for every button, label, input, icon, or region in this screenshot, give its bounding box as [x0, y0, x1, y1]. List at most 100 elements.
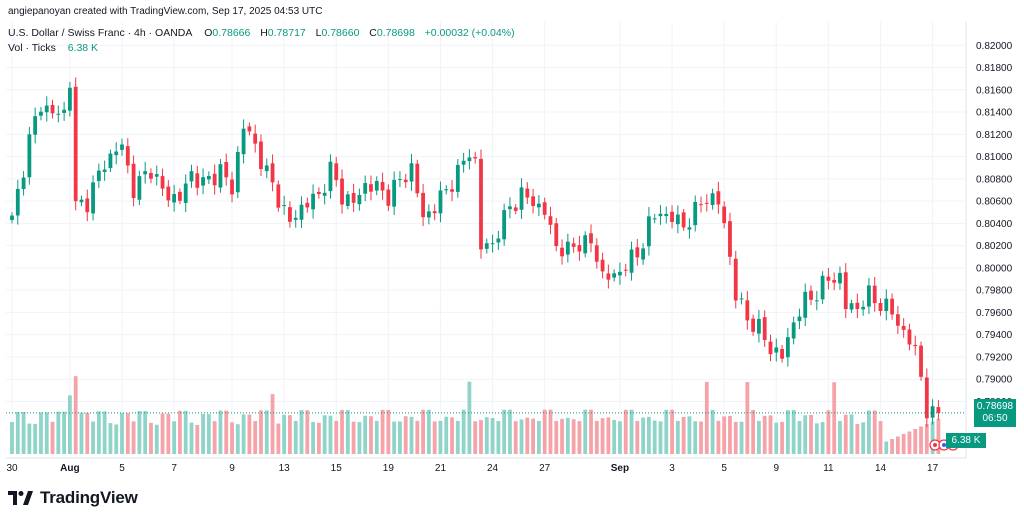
- volume-bar: [745, 382, 750, 454]
- volume-bar: [895, 436, 900, 454]
- candle-body: [658, 213, 663, 217]
- volume-legend[interactable]: Vol · Ticks 6.38 K: [8, 42, 98, 54]
- tradingview-logo-icon: [8, 491, 33, 505]
- volume-bar: [722, 416, 727, 454]
- volume-bar: [809, 414, 813, 454]
- candle-body: [235, 151, 240, 193]
- volume-bar: [525, 417, 530, 454]
- candle-body: [137, 176, 142, 200]
- volume-bar: [681, 416, 686, 454]
- volume-bar: [565, 417, 570, 454]
- volume-bar: [305, 410, 310, 454]
- candle-body: [496, 238, 501, 243]
- volume-bar: [73, 376, 78, 454]
- volume-bar: [137, 411, 142, 454]
- candle-body: [531, 196, 535, 206]
- candle-body: [56, 113, 61, 115]
- change-value: +0.00032 (+0.04%): [424, 27, 515, 39]
- candle-body: [832, 279, 837, 283]
- volume-bar: [455, 420, 460, 454]
- candle-body: [930, 406, 935, 418]
- price-tick-label: 0.82000: [976, 41, 1013, 52]
- candle-body: [664, 213, 669, 216]
- volume-bar: [728, 415, 732, 454]
- volume-bar: [473, 421, 478, 454]
- volume-bar: [803, 415, 808, 454]
- volume-bar: [536, 421, 541, 454]
- volume-bar: [282, 414, 287, 454]
- volume-bar: [930, 421, 935, 454]
- candle-body: [415, 163, 420, 194]
- candle-body: [508, 206, 512, 210]
- volume-bar: [670, 409, 674, 454]
- candle-body: [328, 161, 333, 192]
- candle-body: [44, 105, 49, 113]
- candle-body: [577, 245, 582, 252]
- candle-body: [872, 285, 877, 304]
- volume-bar: [114, 424, 119, 454]
- volume-bar: [322, 415, 327, 454]
- volume-bar: [675, 420, 680, 454]
- candle-body: [710, 193, 715, 205]
- candle-body: [50, 104, 55, 114]
- volume-bar: [264, 410, 269, 454]
- candle-body: [380, 181, 385, 191]
- attribution: angiepanoyan created with TradingView.co…: [8, 6, 323, 17]
- candle-body: [357, 194, 362, 205]
- tradingview-logo[interactable]: TradingView: [8, 488, 138, 508]
- candle-body: [259, 141, 263, 169]
- candle-body: [855, 302, 860, 310]
- candle-body: [565, 241, 570, 255]
- price-axis[interactable]: 0.82000 0.81800 0.81600 0.81400 0.81200 0.810…: [965, 22, 1013, 458]
- candle-body: [797, 316, 802, 322]
- volume-bar: [797, 420, 802, 454]
- volume-bar: [438, 420, 443, 454]
- price-tick-label: 0.79000: [976, 375, 1013, 386]
- candle-body: [560, 247, 564, 257]
- volume-bar: [374, 420, 379, 454]
- volume-bar: [774, 422, 779, 454]
- close-label: C: [369, 27, 377, 39]
- volume-bar: [351, 421, 356, 454]
- last-price-tag: 0.78698 06:50: [974, 399, 1016, 427]
- candle-body: [305, 202, 310, 208]
- candle-body: [455, 164, 460, 192]
- candle-body: [733, 258, 738, 301]
- price-tick-label: 0.80000: [976, 263, 1013, 274]
- candle-body: [849, 303, 854, 310]
- candle-body: [79, 199, 84, 203]
- candle-body: [253, 133, 258, 144]
- candle-body: [618, 271, 622, 276]
- candle-body: [513, 207, 518, 211]
- candle-body: [108, 153, 113, 169]
- symbol-legend[interactable]: U.S. Dollar / Swiss Franc · 4h · OANDA O…: [8, 27, 515, 39]
- candle-body: [461, 160, 466, 165]
- volume-bar: [131, 421, 136, 454]
- time-tick-label: 11: [823, 463, 834, 474]
- bar-countdown: 06:50: [982, 413, 1008, 424]
- volume-bar: [10, 422, 14, 454]
- candle-body: [647, 216, 651, 247]
- time-axis[interactable]: 30 Aug 5 7 9 13 15 19 21 24 27 Sep 3 5 9 11 14 17: [6, 463, 938, 474]
- volume-bar: [403, 416, 408, 454]
- volume-bar: [212, 421, 217, 454]
- volume-bar: [571, 419, 576, 454]
- candle-body: [704, 202, 709, 204]
- volume-bar: [230, 422, 234, 454]
- volume-bar: [560, 418, 564, 454]
- candle-body: [218, 164, 223, 188]
- low-label: L: [315, 27, 322, 39]
- time-tick-label: 7: [171, 463, 177, 474]
- volume-bar: [496, 420, 501, 454]
- volume-bar: [502, 409, 507, 454]
- volume-bar: [15, 411, 20, 454]
- candle-body: [762, 317, 767, 340]
- candle-body: [293, 217, 298, 220]
- high-value: 0.78717: [267, 27, 306, 39]
- volume-bar: [583, 409, 588, 454]
- volume-bar: [901, 434, 906, 454]
- candle-body: [120, 144, 124, 150]
- volume-bar: [490, 417, 495, 454]
- volume-bar: [259, 410, 263, 454]
